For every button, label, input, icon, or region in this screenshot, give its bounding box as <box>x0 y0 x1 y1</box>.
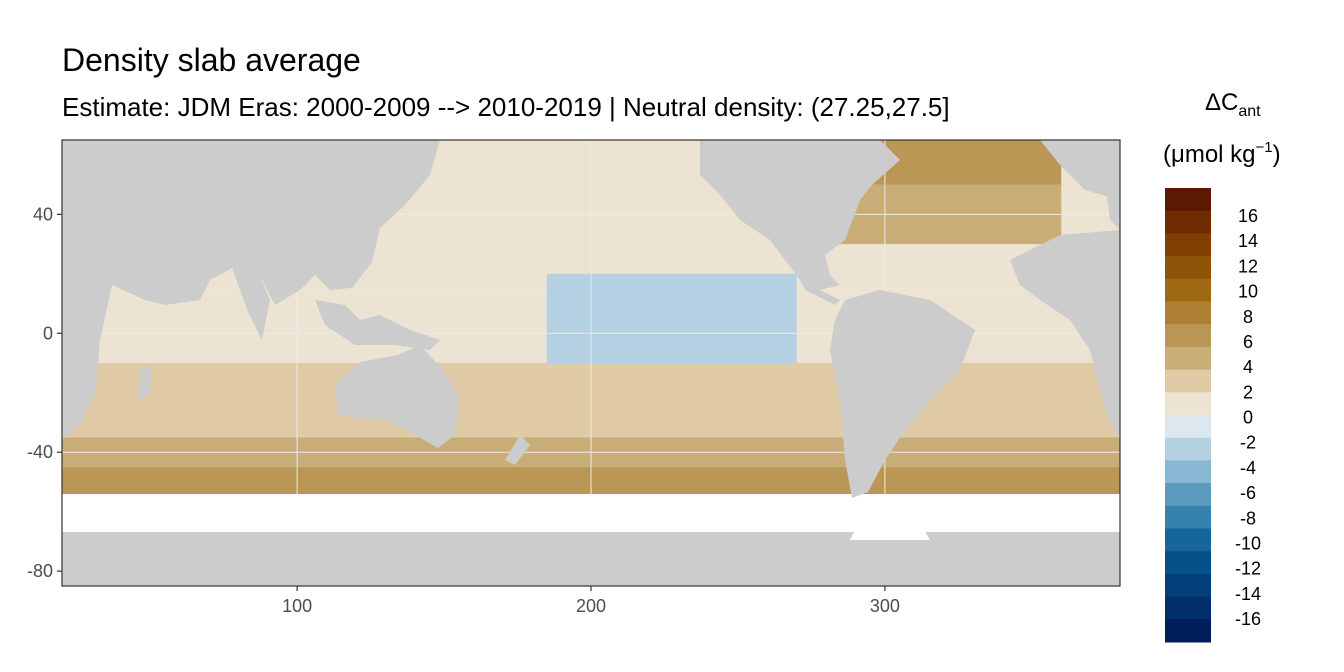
legend-swatch <box>1165 551 1211 575</box>
legend-swatch <box>1165 596 1211 620</box>
legend-swatch <box>1165 483 1211 507</box>
y-tick-label: -80 <box>27 561 53 581</box>
legend-label: 14 <box>1238 231 1258 251</box>
antarctica-land <box>62 532 1120 586</box>
y-tick-label: 40 <box>33 204 53 224</box>
legend-swatch <box>1165 301 1211 325</box>
central-america-land <box>800 280 840 305</box>
legend-swatch <box>1165 528 1211 552</box>
eurasia-africa-land <box>62 140 440 440</box>
north-america-land <box>700 140 900 290</box>
legend-units-close: ) <box>1273 141 1281 168</box>
legend-title-sub: ant <box>1238 103 1261 120</box>
india-land <box>232 268 270 340</box>
europe-africa-wrap-land <box>1010 230 1120 440</box>
legend-swatch <box>1165 505 1211 529</box>
legend: ΔCant (μmol kg−1) 16 14 12 10 8 6 4 2 0 -2 -4 -6 -8 -… <box>1163 89 1281 643</box>
new-zealand-land <box>505 435 530 465</box>
y-axis: 40 0 -40 -80 <box>27 204 62 581</box>
x-tick-label: 300 <box>870 596 900 616</box>
legend-swatch <box>1165 210 1211 234</box>
scandinavia-land <box>1105 170 1120 230</box>
legend-swatch <box>1165 369 1211 393</box>
legend-swatch <box>1165 346 1211 371</box>
legend-swatch <box>1165 233 1211 257</box>
legend-title-main: ΔC <box>1205 89 1238 116</box>
legend-label: -4 <box>1240 458 1256 478</box>
y-tick-label: -40 <box>27 442 53 462</box>
legend-label: -6 <box>1240 483 1256 503</box>
legend-swatch <box>1165 188 1211 212</box>
land-mask <box>62 140 1120 586</box>
legend-title: ΔCant <box>1205 89 1261 120</box>
greenland-land <box>1040 140 1120 200</box>
legend-label: 2 <box>1243 382 1253 402</box>
legend-label: 16 <box>1238 206 1258 226</box>
madagascar-land <box>138 365 152 400</box>
legend-label: -12 <box>1235 559 1261 579</box>
legend-label: -8 <box>1240 508 1256 528</box>
legend-label: 8 <box>1243 307 1253 327</box>
legend-swatch <box>1165 437 1211 461</box>
legend-units-exp: −1 <box>1256 139 1273 156</box>
y-tick-label: 0 <box>43 323 53 343</box>
legend-label: 10 <box>1238 282 1258 302</box>
legend-swatch <box>1165 619 1211 643</box>
legend-swatch <box>1165 278 1211 302</box>
legend-label: 0 <box>1243 408 1253 428</box>
legend-swatch <box>1165 573 1211 598</box>
maritime-asia-land <box>315 300 440 350</box>
legend-swatches <box>1165 188 1211 643</box>
legend-swatch <box>1165 415 1211 439</box>
legend-swatch <box>1165 256 1211 280</box>
legend-units-open: (μmol kg <box>1163 141 1256 168</box>
legend-labels: 16 14 12 10 8 6 4 2 0 -2 -4 -6 -8 -10 -12 -14 -16 <box>1235 206 1261 629</box>
legend-label: -2 <box>1240 433 1256 453</box>
antarctica-peninsula <box>850 496 930 540</box>
chart-title: Density slab average <box>62 42 361 78</box>
legend-swatch <box>1165 392 1211 416</box>
antarctica-shelf <box>62 494 1120 534</box>
legend-swatch <box>1165 324 1211 348</box>
chart-subtitle: Estimate: JDM Eras: 2000-2009 --> 2010-2… <box>62 92 950 122</box>
south-america-land <box>830 290 975 498</box>
ocean-band-2 <box>546 273 797 363</box>
legend-label: 6 <box>1243 332 1253 352</box>
legend-label: -14 <box>1235 584 1261 604</box>
legend-label: -16 <box>1235 609 1261 629</box>
x-tick-label: 100 <box>282 596 312 616</box>
australia-land <box>335 345 460 448</box>
x-tick-label: 200 <box>576 596 606 616</box>
legend-label: 4 <box>1243 357 1253 377</box>
x-axis: 100 200 300 <box>282 586 900 616</box>
legend-label: -10 <box>1235 533 1261 553</box>
legend-swatch <box>1165 460 1211 484</box>
legend-units: (μmol kg−1) <box>1163 139 1281 168</box>
legend-label: 12 <box>1238 256 1258 276</box>
